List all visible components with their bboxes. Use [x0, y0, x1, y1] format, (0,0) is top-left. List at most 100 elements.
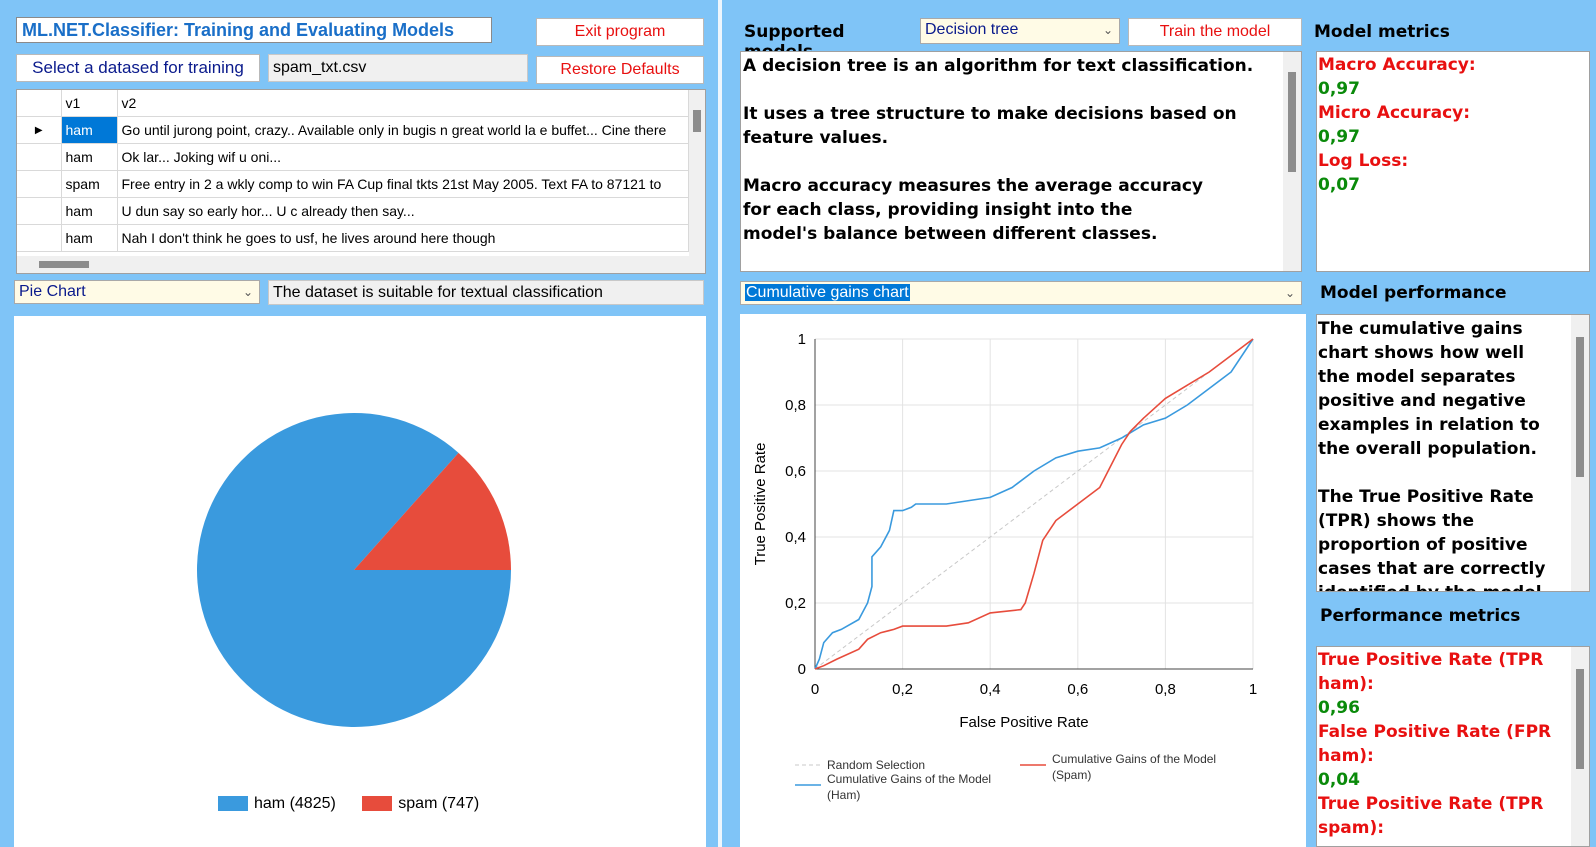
performance-line: chart shows how well — [1318, 343, 1525, 363]
description-line: model's balance between different classe… — [743, 224, 1158, 244]
table-row[interactable]: spam Free entry in 2 a wkly comp to win … — [17, 170, 689, 198]
performance-line: the overall population. — [1318, 439, 1538, 459]
performance-line: identified by the model. — [1318, 581, 1568, 591]
train-model-button[interactable]: Train the model — [1128, 18, 1302, 46]
grid-cell-v2[interactable]: Ok lar... Joking wif u oni... — [117, 143, 689, 171]
x-tick-label: 0,2 — [892, 681, 913, 698]
grid-col-header-v1[interactable]: v1 — [61, 90, 118, 117]
performance-metrics-scrollbar[interactable] — [1571, 647, 1589, 846]
model-description-box[interactable]: A decision tree is an algorithm for text… — [740, 51, 1302, 272]
pie-legend: ham (4825) spam (747) — [218, 795, 518, 819]
performance-line: (TPR) shows the — [1318, 511, 1475, 531]
perf-metric-label: ham): — [1318, 674, 1374, 694]
left-chart-selector[interactable]: Pie Chart ⌄ — [14, 280, 260, 304]
model-selector[interactable]: Decision tree ⌄ — [920, 18, 1120, 44]
pie-legend-swatch-ham — [218, 796, 248, 812]
perf-metric-label: True Positive Rate (TPR — [1318, 650, 1544, 670]
performance-metrics-scroll-thumb[interactable] — [1576, 669, 1584, 769]
model-performance-box[interactable]: The cumulative gains chart shows how well… — [1316, 314, 1590, 592]
x-tick-label: 0,8 — [1155, 681, 1176, 698]
grid-header-row: v1 v2 — [17, 90, 689, 117]
chevron-down-icon[interactable]: ⌄ — [1102, 23, 1113, 37]
right-chart-selector-value: Cumulative gains chart — [745, 284, 910, 301]
grid-cell-v1[interactable]: ham — [61, 197, 118, 225]
perf-metric-label: ham): — [1318, 746, 1374, 766]
metric-value: 0,97 — [1318, 127, 1360, 147]
model-description-text: A decision tree is an algorithm for text… — [743, 54, 1283, 246]
y-tick-label: 0,6 — [785, 463, 806, 480]
performance-line: cases that are correctly — [1318, 559, 1546, 579]
select-dataset-button[interactable]: Select a datased for training — [16, 54, 260, 82]
grid-corner — [17, 90, 62, 117]
row-header[interactable] — [17, 143, 62, 171]
metric-label: Log Loss: — [1318, 151, 1409, 171]
grid-horizontal-scroll-thumb[interactable] — [39, 261, 89, 268]
metric-value: 0,97 — [1318, 79, 1360, 99]
y-tick-label: 0 — [798, 661, 806, 678]
grid-cell-v2[interactable]: U dun say so early hor... U c already th… — [117, 197, 689, 225]
dataset-grid[interactable]: v1 v2 ▶ ham Go until jurong point, crazy… — [16, 89, 706, 274]
chevron-down-icon[interactable]: ⌄ — [242, 285, 253, 299]
row-header[interactable] — [17, 224, 62, 252]
description-line: A decision tree is an algorithm for text… — [743, 56, 1254, 76]
exit-button[interactable]: Exit program — [536, 18, 704, 46]
table-row[interactable]: ham Nah I don't think he goes to usf, he… — [17, 224, 689, 252]
y-tick-label: 0,4 — [785, 529, 806, 546]
dataset-file-field[interactable]: spam_txt.csv — [268, 54, 528, 82]
pie-legend-swatch-spam — [362, 796, 393, 812]
table-row[interactable]: ham Ok lar... Joking wif u oni... — [17, 143, 689, 171]
performance-line: The True Positive Rate — [1318, 487, 1534, 507]
gains-chart: 00 0,2 0,2 0,4 0,4 0,6 0,6 0,8 0,8 1 1 False Positi… — [752, 331, 1257, 802]
performance-metrics-box[interactable]: True Positive Rate (TPR ham): 0,96 False Po… — [1316, 646, 1590, 847]
grid-cell-v2[interactable]: Free entry in 2 a wkly comp to win FA Cu… — [117, 170, 689, 198]
panel-divider — [718, 0, 722, 847]
row-selector-icon[interactable]: ▶ — [17, 116, 62, 144]
grid-vertical-scrollbar[interactable] — [689, 90, 705, 256]
grid-col-header-v2[interactable]: v2 — [117, 90, 689, 117]
description-line: Macro accuracy measures the average accu… — [743, 176, 1203, 196]
description-scroll-thumb[interactable] — [1288, 72, 1296, 172]
x-tick-label: 0,4 — [980, 681, 1001, 698]
dataset-status-field: The dataset is suitable for textual clas… — [268, 280, 704, 305]
grid-vertical-scroll-thumb[interactable] — [693, 110, 701, 132]
grid-cell-v1[interactable]: ham — [61, 116, 118, 144]
row-header[interactable] — [17, 197, 62, 225]
model-metrics-label: Model metrics — [1314, 22, 1450, 42]
performance-line: proportion of positive — [1318, 535, 1528, 555]
model-metrics-list: Macro Accuracy: 0,97 Micro Accuracy: 0,97 Lo… — [1318, 53, 1476, 197]
x-tick-label: 1 — [1249, 681, 1257, 698]
app-title: ML.NET.Classifier: Training and Evaluati… — [16, 17, 492, 43]
grid-cell-v2[interactable]: Go until jurong point, crazy.. Available… — [117, 116, 689, 144]
perf-metric-value: 0,96 — [1318, 698, 1360, 718]
x-tick-label: 0,6 — [1067, 681, 1088, 698]
chevron-down-icon[interactable]: ⌄ — [1284, 286, 1295, 300]
description-line: It uses a tree structure to make decisio… — [743, 104, 1237, 124]
description-line: feature values. — [743, 128, 889, 148]
grid-cell-v2[interactable]: Nah I don't think he goes to usf, he liv… — [117, 224, 689, 252]
model-metrics-box[interactable]: Macro Accuracy: 0,97 Micro Accuracy: 0,97 Lo… — [1316, 51, 1590, 272]
description-line — [743, 78, 1283, 102]
description-scrollbar[interactable] — [1283, 52, 1301, 271]
restore-defaults-button[interactable]: Restore Defaults — [536, 56, 704, 84]
pie-chart-panel: ham (4825) spam (747) — [14, 316, 706, 847]
table-row[interactable]: ham U dun say so early hor... U c alread… — [17, 197, 689, 225]
grid-cell-v1[interactable]: ham — [61, 224, 118, 252]
performance-scrollbar[interactable] — [1571, 315, 1589, 591]
series-line-1 — [814, 338, 1254, 670]
row-header[interactable] — [17, 170, 62, 198]
pie-slice-spam — [354, 452, 511, 570]
performance-metrics-label: Performance metrics — [1320, 606, 1521, 626]
model-performance-label: Model performance — [1320, 283, 1507, 303]
performance-scroll-thumb[interactable] — [1576, 337, 1584, 477]
perf-metric-label: spam): — [1318, 818, 1385, 838]
pie-legend-label-ham: ham (4825) — [254, 795, 336, 812]
table-row[interactable]: ▶ ham Go until jurong point, crazy.. Ava… — [17, 116, 689, 144]
right-chart-selector[interactable]: Cumulative gains chart ⌄ — [740, 281, 1302, 305]
grid-horizontal-scrollbar[interactable] — [17, 256, 705, 273]
series-line-0 — [814, 338, 1254, 670]
metric-value: 0,07 — [1318, 175, 1360, 195]
performance-line — [1318, 461, 1568, 485]
grid-cell-v1[interactable]: ham — [61, 143, 118, 171]
grid-cell-v1[interactable]: spam — [61, 170, 118, 198]
